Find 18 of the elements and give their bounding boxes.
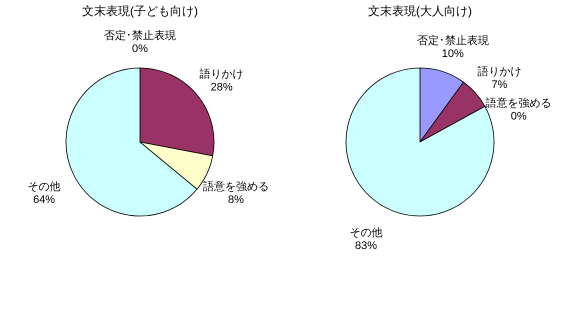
slice-label: 語りかけ <box>478 64 522 78</box>
data-label: 83% <box>355 240 378 252</box>
data-label: 8% <box>228 194 244 206</box>
slice-label: 否定･禁止表現 <box>416 34 489 48</box>
slice-label: 語意を強める <box>202 180 269 194</box>
category-label: 否定･禁止表現 <box>104 30 176 42</box>
slice-label: その他 <box>28 181 61 194</box>
chart-title: 文末表現(大人向け) <box>368 4 472 18</box>
data-label: 10% <box>442 48 464 60</box>
text: 0% <box>132 43 148 55</box>
data-label: 64% <box>33 194 56 206</box>
chart-title: 文末表現(子ども向け) <box>82 4 198 18</box>
data-label: 28% <box>210 81 233 94</box>
category-label: 語意を強める <box>486 97 552 110</box>
slice-label: 語りかけ <box>200 67 244 80</box>
slice-label: その他 <box>350 227 383 240</box>
text: 0% <box>510 110 527 122</box>
data-label: 7% <box>492 78 508 91</box>
